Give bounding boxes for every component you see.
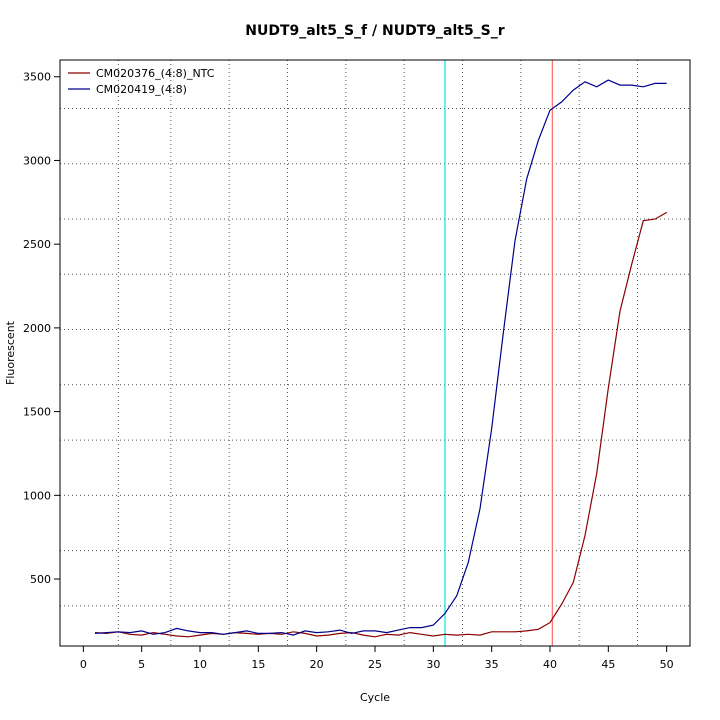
y-tick-label-5: 3000 <box>23 154 51 167</box>
y-tick-label-6: 3500 <box>23 71 51 84</box>
threshold-lines <box>444 60 553 646</box>
legend-label-1: CM020419_(4:8) <box>96 83 187 96</box>
x-tick-label-2: 10 <box>193 658 207 671</box>
y-tick-label-3: 2000 <box>23 322 51 335</box>
y-tick-label-4: 2500 <box>23 238 51 251</box>
x-tick-label-5: 25 <box>368 658 382 671</box>
y-axis: 500 1000 1500 2000 2500 3000 3500 <box>23 71 60 586</box>
y-tick-label-2: 1500 <box>23 406 51 419</box>
x-tick-label-4: 20 <box>310 658 324 671</box>
grid-layer <box>60 60 690 646</box>
x-axis-label: Cycle <box>360 691 390 704</box>
x-axis: 0 5 10 15 20 25 30 35 40 45 50 <box>80 646 674 671</box>
y-tick-label-0: 500 <box>30 573 51 586</box>
x-tick-label-7: 35 <box>485 658 499 671</box>
legend-label-0: CM020376_(4:8)_NTC <box>96 67 215 80</box>
x-tick-label-0: 0 <box>80 658 87 671</box>
series-line-0 <box>94 211 667 638</box>
x-tick-label-3: 15 <box>251 658 265 671</box>
y-tick-label-1: 1000 <box>23 489 51 502</box>
x-tick-label-9: 45 <box>601 658 615 671</box>
legend: CM020376_(4:8)_NTC CM020419_(4:8) <box>68 67 215 96</box>
series-line-1 <box>94 79 667 636</box>
y-axis-label: Fluorescent <box>4 320 17 385</box>
x-tick-label-8: 40 <box>543 658 557 671</box>
x-tick-label-6: 30 <box>426 658 440 671</box>
chart-title: NUDT9_alt5_S_f / NUDT9_alt5_S_r <box>245 23 504 39</box>
series-layer <box>94 79 667 638</box>
x-tick-label-10: 50 <box>660 658 674 671</box>
x-tick-label-1: 5 <box>138 658 145 671</box>
